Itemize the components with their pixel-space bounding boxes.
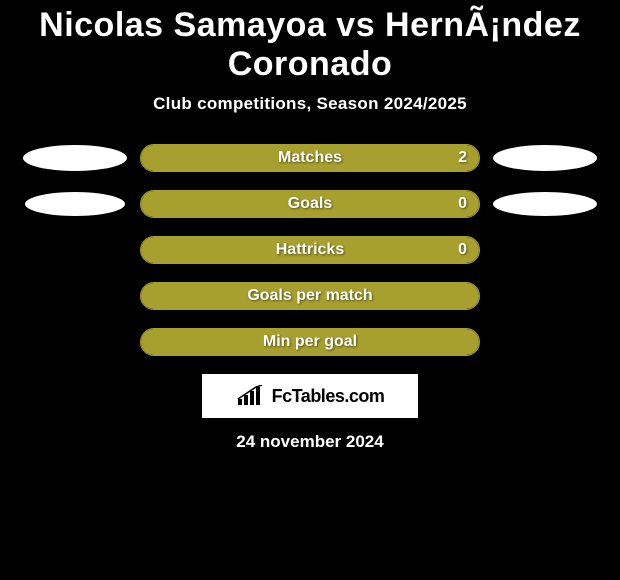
logo[interactable]: FcTables.com (236, 385, 385, 407)
stat-bar: Goals 0 (140, 190, 480, 218)
stat-value: 0 (458, 195, 467, 213)
stat-bar: Min per goal (140, 328, 480, 356)
stat-label: Hattricks (276, 241, 344, 259)
stat-row: Matches 2 (0, 144, 620, 172)
logo-box: FcTables.com (202, 374, 418, 418)
left-player-marker (23, 145, 127, 171)
left-slot (10, 192, 140, 216)
left-slot (10, 145, 140, 171)
subtitle: Club competitions, Season 2024/2025 (0, 94, 620, 114)
stat-label: Matches (278, 149, 342, 167)
right-slot (480, 145, 610, 171)
right-slot (480, 192, 610, 216)
stat-row: Hattricks 0 (0, 236, 620, 264)
stat-label: Goals per match (247, 287, 372, 305)
page-title: Nicolas Samayoa vs HernÃ¡ndez Coronado (0, 0, 620, 84)
stat-row: Goals per match (0, 282, 620, 310)
stat-value: 0 (458, 241, 467, 259)
right-player-marker (493, 145, 597, 171)
stat-bar: Hattricks 0 (140, 236, 480, 264)
stat-row: Min per goal (0, 328, 620, 356)
stat-value: 2 (458, 149, 467, 167)
date-text: 24 november 2024 (0, 432, 620, 452)
chart-icon (236, 385, 266, 407)
right-player-marker (493, 192, 597, 216)
stat-label: Min per goal (263, 333, 357, 351)
stat-bar: Matches 2 (140, 144, 480, 172)
stat-label: Goals (288, 195, 332, 213)
stat-bar: Goals per match (140, 282, 480, 310)
comparison-widget: Nicolas Samayoa vs HernÃ¡ndez Coronado C… (0, 0, 620, 580)
logo-text: FcTables.com (272, 386, 385, 407)
left-player-marker (25, 192, 125, 216)
stats-list: Matches 2 Goals 0 Hattri (0, 144, 620, 356)
stat-row: Goals 0 (0, 190, 620, 218)
